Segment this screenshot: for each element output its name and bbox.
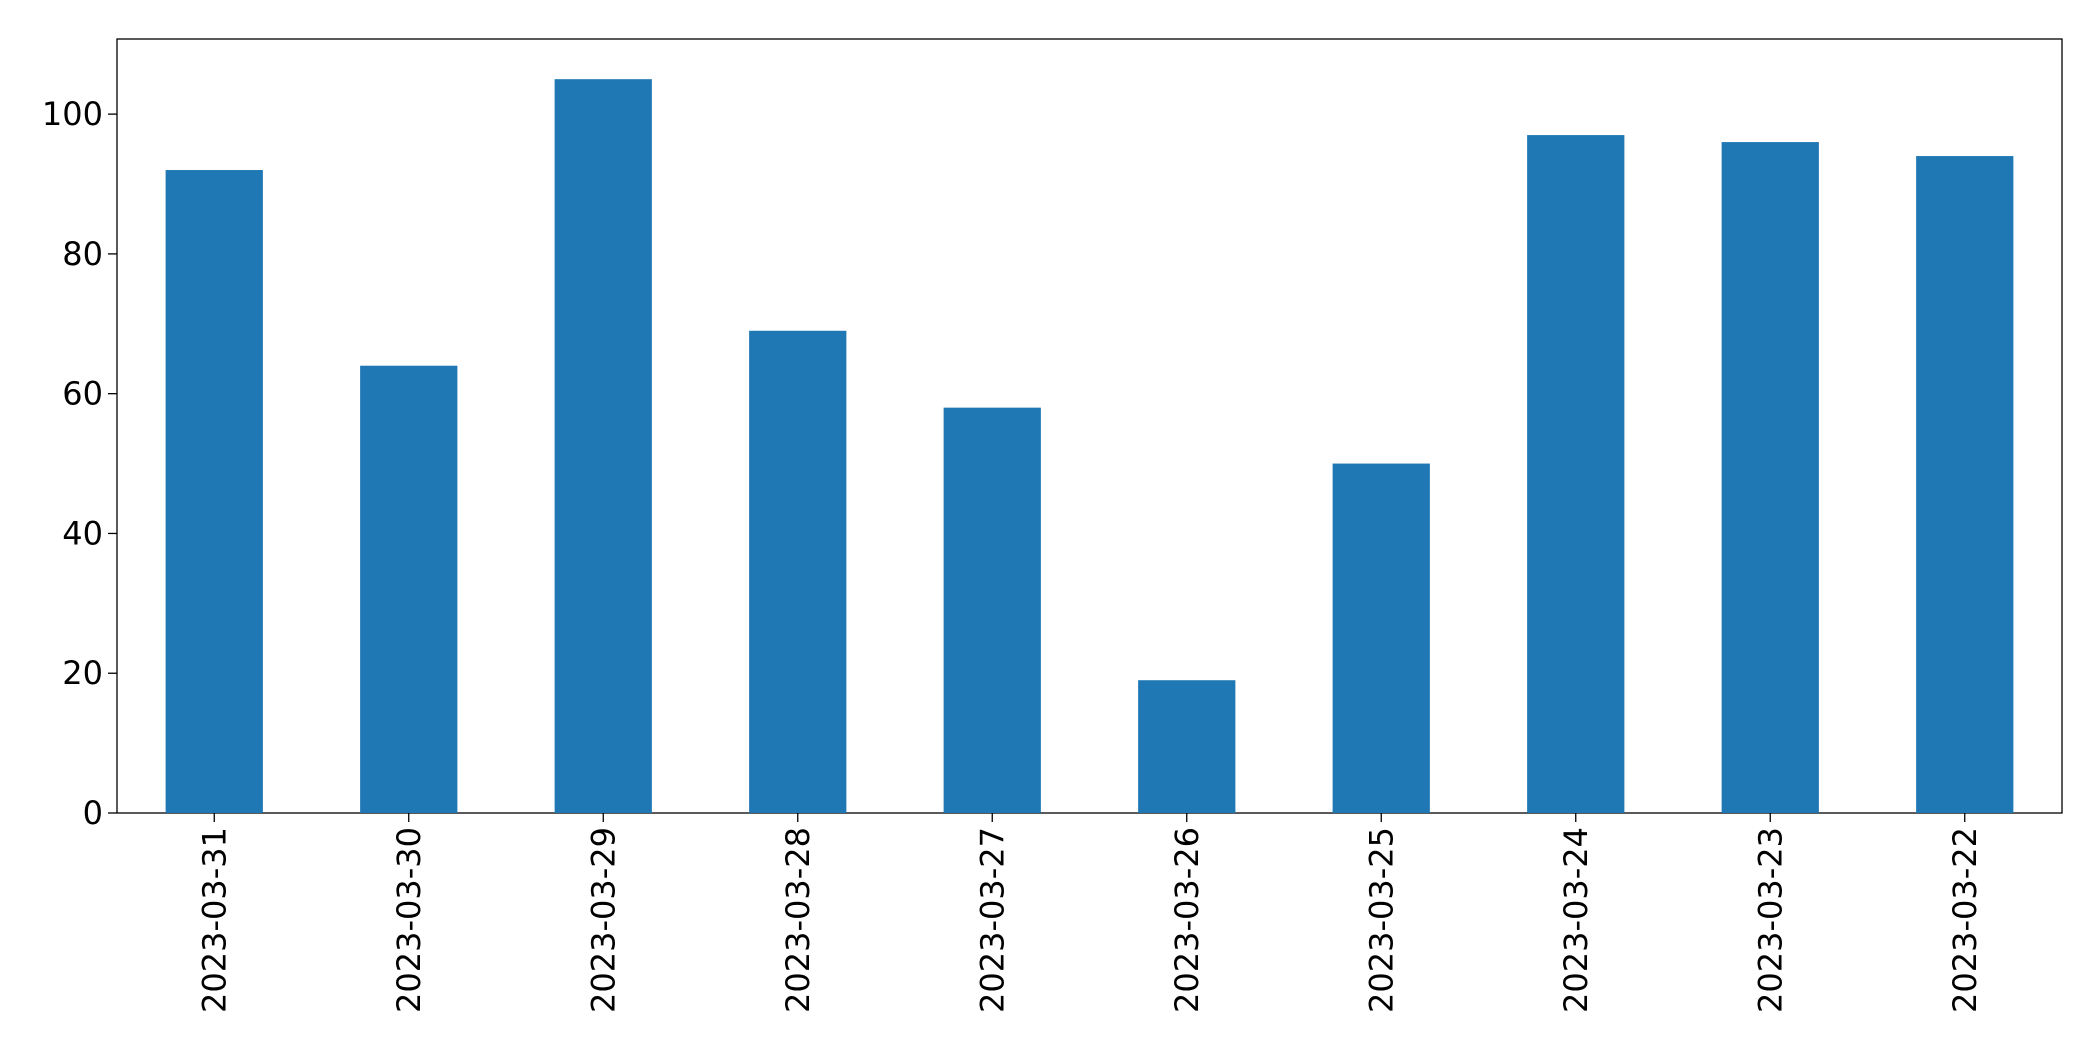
y-tick-label: 60 bbox=[62, 375, 103, 413]
x-tick-label: 2023-03-29 bbox=[584, 827, 622, 1013]
plot-frame bbox=[116, 38, 2063, 814]
bar bbox=[749, 330, 847, 813]
bar bbox=[1138, 680, 1236, 813]
y-tick-label: 100 bbox=[42, 95, 103, 133]
y-tick-label: 80 bbox=[62, 235, 103, 273]
x-tick-label: 2023-03-28 bbox=[779, 827, 817, 1013]
bar bbox=[943, 407, 1041, 813]
y-tick-label: 0 bbox=[83, 794, 103, 832]
x-tick-label: 2023-03-25 bbox=[1362, 827, 1400, 1013]
bar bbox=[554, 79, 652, 813]
bar bbox=[1916, 156, 2014, 814]
x-tick-label: 2023-03-22 bbox=[1946, 827, 1984, 1013]
bar bbox=[1527, 135, 1625, 814]
bar bbox=[1721, 142, 1819, 814]
bar bbox=[165, 170, 263, 813]
y-tick-label: 40 bbox=[62, 514, 103, 552]
x-tick-label: 2023-03-26 bbox=[1168, 827, 1206, 1013]
y-tick-label: 20 bbox=[62, 654, 103, 692]
bar bbox=[360, 365, 458, 813]
x-tick-label: 2023-03-24 bbox=[1557, 827, 1595, 1013]
x-tick-label: 2023-03-23 bbox=[1751, 827, 1789, 1013]
bar bbox=[1332, 463, 1430, 813]
x-tick-label: 2023-03-27 bbox=[973, 827, 1011, 1013]
x-tick-label: 2023-03-31 bbox=[195, 827, 233, 1013]
x-tick-label: 2023-03-30 bbox=[390, 827, 428, 1013]
